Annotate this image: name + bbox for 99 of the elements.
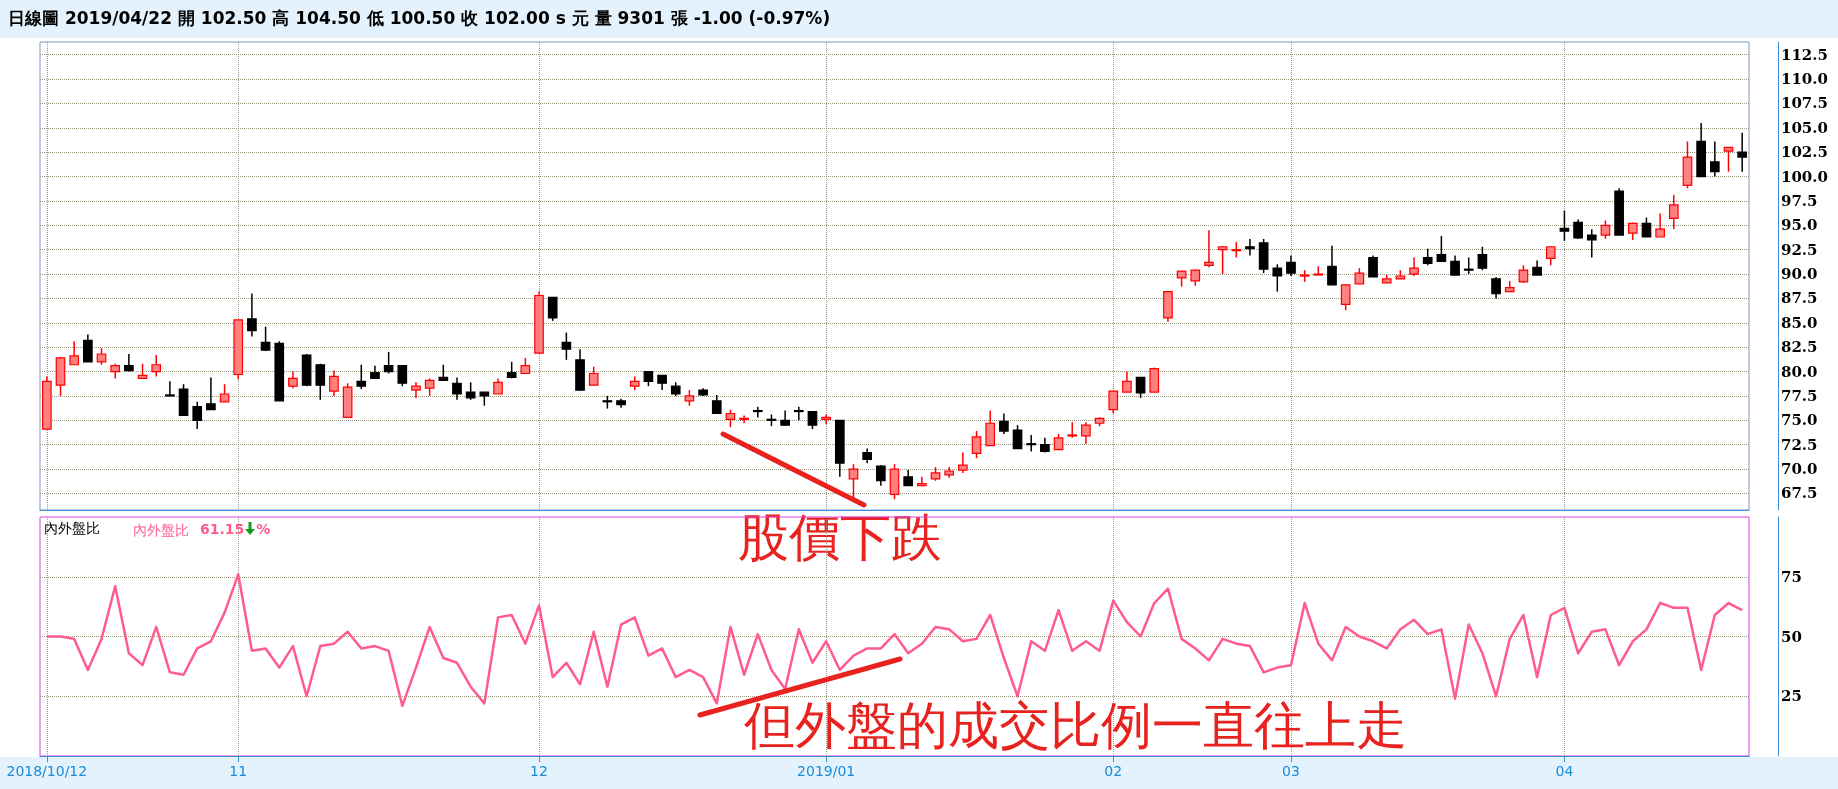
annotation: 股價下跌 <box>738 508 942 567</box>
x-tick-label: 2018/10/12 <box>6 763 88 779</box>
y-tick-label: 92.5 <box>1781 240 1818 259</box>
candlestick <box>329 369 339 397</box>
chart-title: 內外盤比 <box>44 520 100 536</box>
text: 內外盤比 <box>133 522 189 538</box>
candlestick <box>1491 276 1501 300</box>
candlestick <box>260 325 271 352</box>
candlestick <box>1067 421 1078 439</box>
annotation: 61.15 <box>200 521 245 537</box>
candlestick <box>971 430 982 460</box>
candlestick <box>793 405 804 422</box>
candlestick <box>1573 218 1583 240</box>
candlestick <box>1450 254 1460 276</box>
candlestick <box>588 365 599 386</box>
candlestick <box>985 409 996 447</box>
candlestick <box>958 451 968 474</box>
candlestick <box>1723 146 1734 173</box>
y-tick-label: 90.0 <box>1781 265 1818 284</box>
candlestick <box>1204 229 1214 268</box>
candlestick <box>356 363 367 390</box>
x-tick-label: 03 <box>1282 763 1300 779</box>
candlestick <box>1709 140 1720 178</box>
y-tick-label: 75 <box>1781 567 1802 586</box>
candlestick <box>1012 424 1023 450</box>
candlestick <box>1286 254 1296 277</box>
y-tick-label: 70.0 <box>1781 460 1818 479</box>
annotation: % <box>256 521 271 537</box>
y-tick-label: 77.5 <box>1781 386 1818 405</box>
candlestick <box>1272 263 1283 293</box>
y-tick-label: 85.0 <box>1781 313 1818 332</box>
candlestick <box>151 354 162 378</box>
candlestick <box>1600 219 1611 240</box>
candlestick <box>875 464 886 487</box>
candlestick <box>1545 246 1556 267</box>
candlestick <box>711 394 722 415</box>
chart-title: 日線圖 2019/04/22 開 102.50 高 104.50 低 100.50 收 102.00 s 元 量 9301 張 -1.00 (-0.97%) <box>8 7 831 28</box>
y-tick-label: 110.0 <box>1781 70 1828 89</box>
candlestick <box>1340 284 1351 311</box>
x-tick-label: 02 <box>1104 763 1123 779</box>
candlestick <box>561 331 572 361</box>
y-tick-label: 25 <box>1781 687 1802 706</box>
candlestick <box>124 353 134 373</box>
candlestick <box>1409 256 1419 277</box>
candlestick <box>1245 238 1255 257</box>
y-tick-label: 87.5 <box>1781 289 1818 308</box>
y-tick-label: 75.0 <box>1781 411 1818 430</box>
x-tick-label: 11 <box>229 763 248 779</box>
candlestick <box>547 296 558 322</box>
candlestick <box>752 405 763 419</box>
candlestick <box>83 333 93 363</box>
candlestick <box>1477 246 1488 271</box>
candlestick <box>821 413 831 425</box>
y-tick-label: 97.5 <box>1781 191 1818 210</box>
candlestick <box>1122 370 1132 393</box>
candlestick <box>1559 209 1570 242</box>
candlestick <box>192 401 203 430</box>
candlestick <box>165 380 175 397</box>
x-tick-label: 04 <box>1555 763 1574 779</box>
candlestick <box>999 412 1009 435</box>
candlestick <box>1135 376 1146 399</box>
candlestick <box>1436 235 1447 263</box>
y-tick-label: 95.0 <box>1781 216 1818 235</box>
candlestick <box>1655 212 1665 238</box>
y-tick-label: 80.0 <box>1781 362 1818 381</box>
candlestick <box>383 351 394 375</box>
candlestick <box>69 340 80 366</box>
candlestick <box>848 463 859 500</box>
candlestick <box>315 363 326 401</box>
y-tick-label: 105.0 <box>1781 118 1828 137</box>
y-tick-label: 102.5 <box>1781 143 1828 162</box>
candlestick <box>1108 390 1119 415</box>
x-tick-label: 12 <box>530 763 548 779</box>
y-tick-label: 82.5 <box>1781 338 1818 357</box>
candlestick <box>739 414 749 424</box>
candlestick <box>411 381 421 399</box>
candlestick <box>1586 228 1597 259</box>
y-tick-label: 72.5 <box>1781 435 1818 454</box>
candlestick <box>452 376 462 401</box>
annotation: 但外盤的成交比例一直往上走 <box>744 696 1407 755</box>
y-tick-label: 112.5 <box>1781 45 1828 64</box>
candlestick <box>397 364 408 387</box>
y-tick-label: 100.0 <box>1781 167 1828 186</box>
candlestick <box>247 292 257 338</box>
y-tick-label: 50 <box>1781 627 1802 646</box>
candlestick <box>1668 194 1679 230</box>
candlestick <box>1327 245 1337 286</box>
y-tick-label: 107.5 <box>1781 94 1828 113</box>
candlestick <box>1217 246 1228 275</box>
y-tick-label: 67.5 <box>1781 484 1818 503</box>
candlestick <box>1149 366 1160 393</box>
candlestick <box>1641 216 1652 238</box>
x-tick-label: 2019/01 <box>797 763 856 779</box>
candlestick <box>1081 421 1091 445</box>
candlestick <box>1737 131 1747 173</box>
candlestick <box>206 376 216 411</box>
candlestick <box>917 476 927 487</box>
candlestick <box>1368 254 1378 278</box>
candlestick <box>1026 434 1037 453</box>
